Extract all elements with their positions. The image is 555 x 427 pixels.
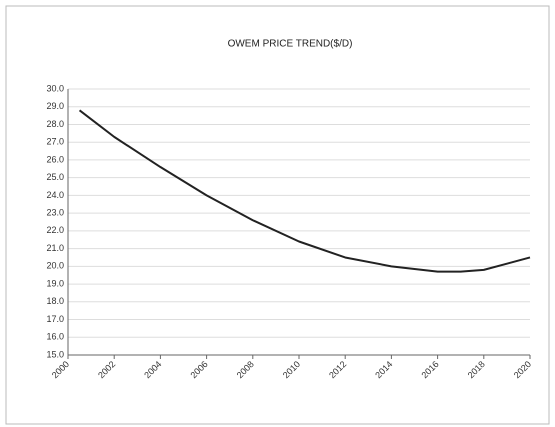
line [78,109,531,273]
chart-title: OWEM PRICE TREND($/D) [228,39,353,50]
chart-frame [5,5,550,425]
y-tick-label: 20.0 [46,261,64,271]
y-tick-label: 17.0 [46,314,64,324]
y-tick-label: 28.0 [46,119,64,129]
y-tick-label: 15.0 [46,349,64,359]
y-tick-label: 24.0 [46,190,64,200]
y-tick-label: 16.0 [46,332,64,342]
y-tick-label: 18.0 [46,296,64,306]
y-tick-label: 30.0 [46,83,64,93]
y-tick-label: 22.0 [46,225,64,235]
y-tick-label: 27.0 [46,137,64,147]
y-tick-label: 25.0 [46,172,64,182]
y-tick-label: 23.0 [46,208,64,218]
y-tick-label: 21.0 [46,243,64,253]
y-tick-label: 26.0 [46,154,64,164]
y-tick-label: 29.0 [46,101,64,111]
y-tick-label: 19.0 [46,278,64,288]
